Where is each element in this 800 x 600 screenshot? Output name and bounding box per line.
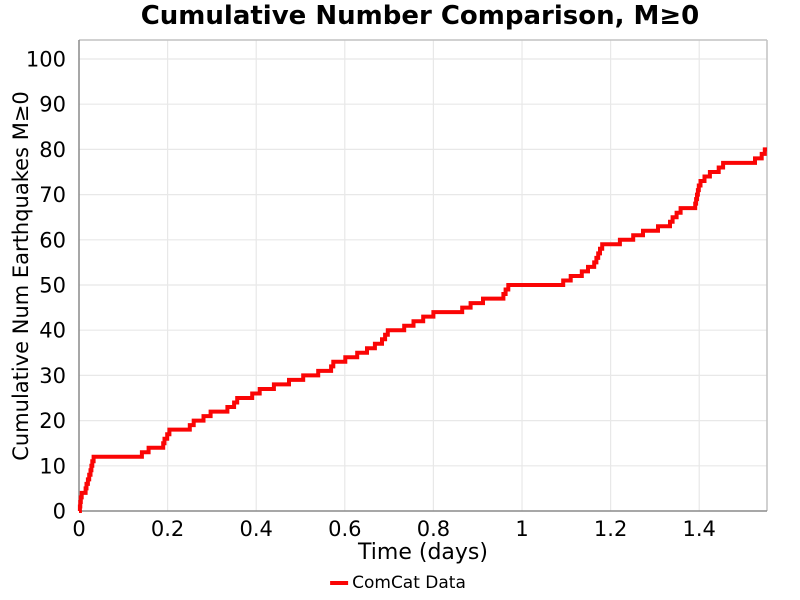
y-tick-label: 90 [39, 93, 66, 117]
y-tick-label: 50 [39, 273, 66, 297]
legend-line-swatch [330, 580, 349, 586]
x-tick-label: 0.4 [240, 517, 273, 541]
x-tick-label: 0.2 [151, 517, 184, 541]
y-axis-label: Cumulative Num Earthquakes M≥0 [9, 91, 33, 461]
x-tick-label: 0.6 [328, 517, 361, 541]
x-tick-label: 1 [515, 517, 528, 541]
y-tick-label: 0 [53, 500, 66, 524]
x-tick-label: 1.2 [594, 517, 627, 541]
y-tick-label: 30 [39, 364, 66, 388]
legend: ComCat Data [330, 573, 466, 593]
y-tick-label: 100 [26, 47, 66, 71]
x-tick-label: 0.8 [417, 517, 450, 541]
chart-title: Cumulative Number Comparison, M≥0 [140, 1, 700, 31]
y-tick-label: 70 [39, 183, 66, 207]
x-axis-label: Time (days) [358, 540, 488, 565]
legend-label: ComCat Data [352, 573, 466, 593]
y-tick-label: 10 [39, 454, 66, 478]
y-tick-label: 80 [39, 138, 66, 162]
y-tick-label: 40 [39, 319, 66, 343]
x-tick-label: 1.4 [683, 517, 716, 541]
series-line-comcat-data [77, 147, 767, 513]
x-tick-label: 0 [72, 517, 85, 541]
y-tick-label: 20 [39, 409, 66, 433]
y-tick-label: 60 [39, 228, 66, 252]
